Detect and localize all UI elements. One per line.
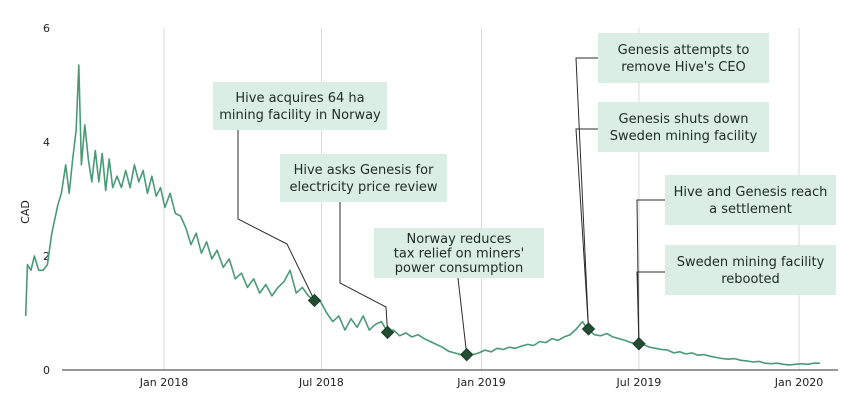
annotation-box: [598, 102, 769, 152]
annotation-settlement: Hive and Genesis reach a settlement: [665, 175, 836, 225]
axes: Jan 2018 Jul 2018 Jan 2019 Jul 2019 Jan 2020…: [43, 22, 838, 389]
annotation-connector: [575, 128, 598, 330]
annotation-box: [213, 82, 387, 130]
annotation-connector: [457, 277, 468, 355]
annotation-norway-facility: Hive acquires 64 ha mining facility in No…: [213, 82, 387, 130]
annotation-text-line: tax relief on miners': [394, 247, 524, 262]
annotation-sweden-reboot: Sweden mining facility rebooted: [665, 245, 836, 295]
x-tick-label: Jul 2018: [298, 376, 344, 389]
event-marker: [307, 293, 322, 308]
annotation-connector: [575, 57, 598, 330]
annotation-text-line: Genesis attempts to: [618, 43, 750, 58]
y-tick-label: 0: [43, 364, 50, 377]
annotation-connector: [237, 130, 315, 301]
annotation-box: [598, 33, 769, 83]
event-marker: [632, 337, 646, 351]
annotation-text-line: Norway reduces: [407, 232, 512, 247]
annotation-text-line: Sweden mining facility: [610, 129, 758, 144]
annotation-text-line: Sweden mining facility: [677, 255, 825, 270]
x-tick-label: Jan 2020: [774, 376, 823, 389]
x-tick-label: Jan 2018: [139, 376, 188, 389]
event-marker: [460, 347, 474, 362]
price-series: [24, 64, 820, 366]
annotation-text-line: a settlement: [709, 202, 792, 217]
annotation-connectors: [237, 57, 665, 355]
annotation-remove-ceo: Genesis attempts to remove Hive's CEO: [598, 33, 769, 83]
annotation-text-line: Hive and Genesis reach: [674, 185, 828, 200]
annotation-box: [280, 154, 447, 202]
annotation-text-line: electricity price review: [290, 180, 438, 195]
y-tick-label: 4: [43, 136, 50, 149]
event-marker: [581, 322, 596, 336]
annotation-text-line: Hive asks Genesis for: [294, 163, 435, 178]
series-line: [24, 64, 820, 366]
annotation-sweden-shutdown: Genesis shuts down Sweden mining facility: [598, 102, 769, 152]
annotation-text-line: Hive acquires 64 ha: [235, 91, 364, 106]
annotation-text-line: Genesis shuts down: [619, 112, 749, 127]
annotation-price-review: Hive asks Genesis for electricity price r…: [280, 154, 447, 202]
annotation-text-line: rebooted: [721, 272, 780, 287]
annotation-connector: [339, 202, 389, 333]
annotation-text-line: mining facility in Norway: [219, 108, 381, 123]
annotation-text-line: remove Hive's CEO: [621, 60, 746, 75]
annotation-box: [374, 228, 544, 278]
y-tick-label: 2: [43, 250, 50, 263]
y-axis-label: CAD: [19, 200, 32, 224]
event-markers: [307, 293, 646, 362]
annotation-boxes: Hive acquires 64 ha mining facility in No…: [213, 33, 836, 295]
y-tick-label: 6: [43, 22, 50, 35]
annotation-connector: [636, 271, 665, 344]
annotation-box: [665, 175, 836, 225]
event-marker: [380, 325, 395, 340]
annotation-box: [665, 245, 836, 295]
annotation-connector: [636, 199, 665, 344]
x-tick-label: Jan 2019: [456, 376, 505, 389]
x-tick-label: Jul 2019: [616, 376, 662, 389]
annotation-text-line: power consumption: [395, 261, 523, 276]
